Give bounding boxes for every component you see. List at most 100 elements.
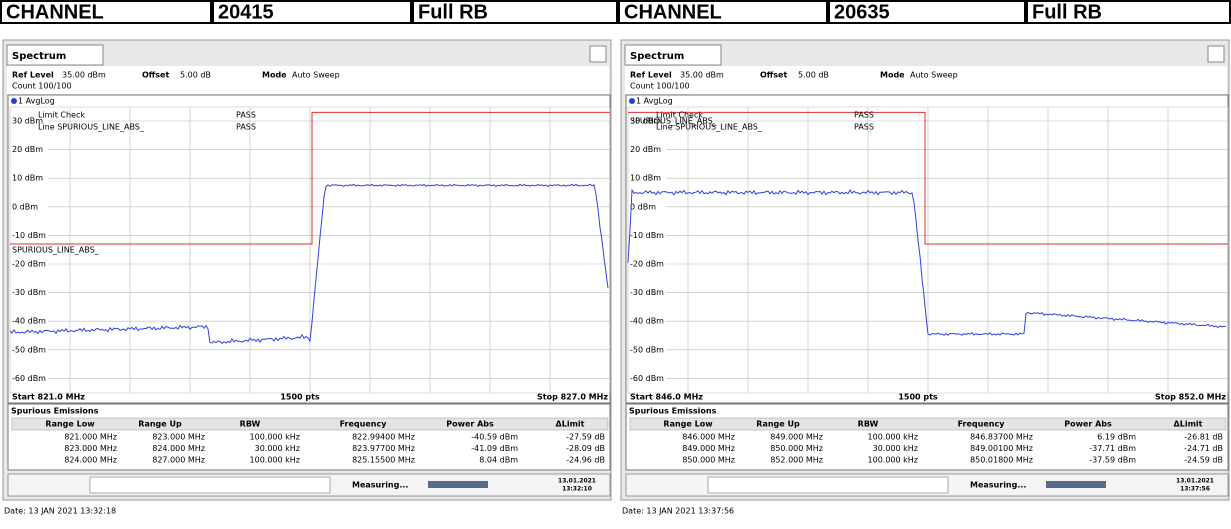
table [7,403,611,471]
header-cell [618,0,828,24]
y-label: 20 dBm [630,145,661,154]
cell: 6.19 dBm [1097,433,1136,442]
status-date: 13.01.2021 [1176,478,1214,485]
limit-line [10,111,610,245]
cell: 824.000 MHz [152,444,205,453]
offset-label: Offset [142,71,169,80]
plot [625,94,1229,404]
cell: 850.000 MHz [770,444,823,453]
offset: 5.00 dB [798,71,829,80]
cell: 8.04 dBm [479,456,518,465]
status-field [707,476,949,494]
limit-check: Limit Check [38,111,85,120]
y-label: 0 dBm [630,202,656,211]
dot [629,98,635,104]
y-label: -30 dBm [630,288,664,297]
tab-label: Spectrum [12,51,66,62]
status-time: 13:32:10 [562,486,592,493]
column-header: Frequency [340,420,388,429]
cell: 823.97700 MHz [352,444,415,453]
cell: 850.01800 MHz [970,456,1033,465]
limit-check: Limit Check [656,111,703,120]
ref: 35.00 dBm [62,71,106,80]
header-cell [212,0,412,24]
start: Start 821.0 MHz [12,393,85,402]
header-cell [0,0,212,24]
y-label: -10 dBm [630,231,664,240]
table-head [629,417,1227,431]
pass: PASS [236,123,256,132]
header-text: Full RB [418,1,488,23]
cell: 30.000 kHz [255,444,300,453]
cell: 849.000 MHz [682,444,735,453]
cell: -24.96 dB [566,456,605,465]
limit-line-name: Line SPURIOUS_LINE_ABS_ [656,123,763,132]
y-label: -50 dBm [630,345,664,354]
ref-label: Ref Level [12,71,54,80]
date: Date: 13 JAN 2021 13:37:56 [622,507,734,516]
stop: Stop 852.0 MHz [1155,393,1226,402]
y-label: 10 dBm [12,174,43,183]
cell: 846.000 MHz [682,433,735,442]
trace-line [627,188,1227,336]
count: Count 100/100 [12,82,72,91]
header-text: CHANNEL [6,1,104,23]
icon [1207,45,1225,63]
cell: 825.15500 MHz [352,456,415,465]
pass: PASS [236,111,256,120]
y-label: -40 dBm [12,317,46,326]
y-label: -30 dBm [12,288,46,297]
header-text: 20415 [218,1,274,23]
cell: -24.71 dB [1184,444,1223,453]
trace: 1 AvgLog [18,97,55,106]
offset: 5.00 dB [180,71,211,80]
table [625,403,1229,471]
limit-line-name: Line SPURIOUS_LINE_ABS_ [38,123,145,132]
y-label: 0 dBm [12,202,38,211]
header-cell [828,0,1026,24]
pts: 1500 pts [898,393,938,402]
ref: 35.00 dBm [680,71,724,80]
table-title: Spurious Emissions [11,407,99,416]
y-label: -60 dBm [630,374,664,383]
cell: 100.000 kHz [250,456,300,465]
cell: -26.81 dB [1184,433,1223,442]
mode-label: Mode [262,71,287,80]
tab [624,44,722,66]
column-header: ΔLimit [556,420,585,429]
y-label: 30 dBm [630,117,661,126]
ref-label: Ref Level [630,71,672,80]
progress [1046,481,1106,488]
progress [428,481,488,488]
status-time: 13:37:56 [1180,486,1210,493]
tab [6,44,104,66]
header-text: Full RB [1032,1,1102,23]
status-date: 13.01.2021 [558,478,596,485]
header-text: CHANNEL [624,1,722,23]
stop: Stop 827.0 MHz [537,393,608,402]
column-header: RBW [858,420,879,429]
column-header: Frequency [958,420,1006,429]
cell: 823.000 MHz [152,433,205,442]
cell: 822.99400 MHz [352,433,415,442]
mode-label: Mode [880,71,905,80]
cell: -37.59 dBm [1089,456,1136,465]
mode: Auto Sweep [292,71,340,80]
cell: 849.000 MHz [770,433,823,442]
y-label: 10 dBm [630,174,661,183]
info [7,66,609,94]
status-field [89,476,331,494]
cell: 821.000 MHz [64,433,117,442]
mode: Auto Sweep [910,71,958,80]
header-cell [1026,0,1231,24]
offset-label: Offset [760,71,787,80]
start: Start 846.0 MHz [630,393,703,402]
cell: 850.000 MHz [682,456,735,465]
pts: 1500 pts [280,393,320,402]
cell: -27.59 dB [566,433,605,442]
tab-label: Spectrum [630,51,684,62]
status: Measuring... [352,481,408,490]
cell: 823.000 MHz [64,444,117,453]
cell: 852.000 MHz [770,456,823,465]
